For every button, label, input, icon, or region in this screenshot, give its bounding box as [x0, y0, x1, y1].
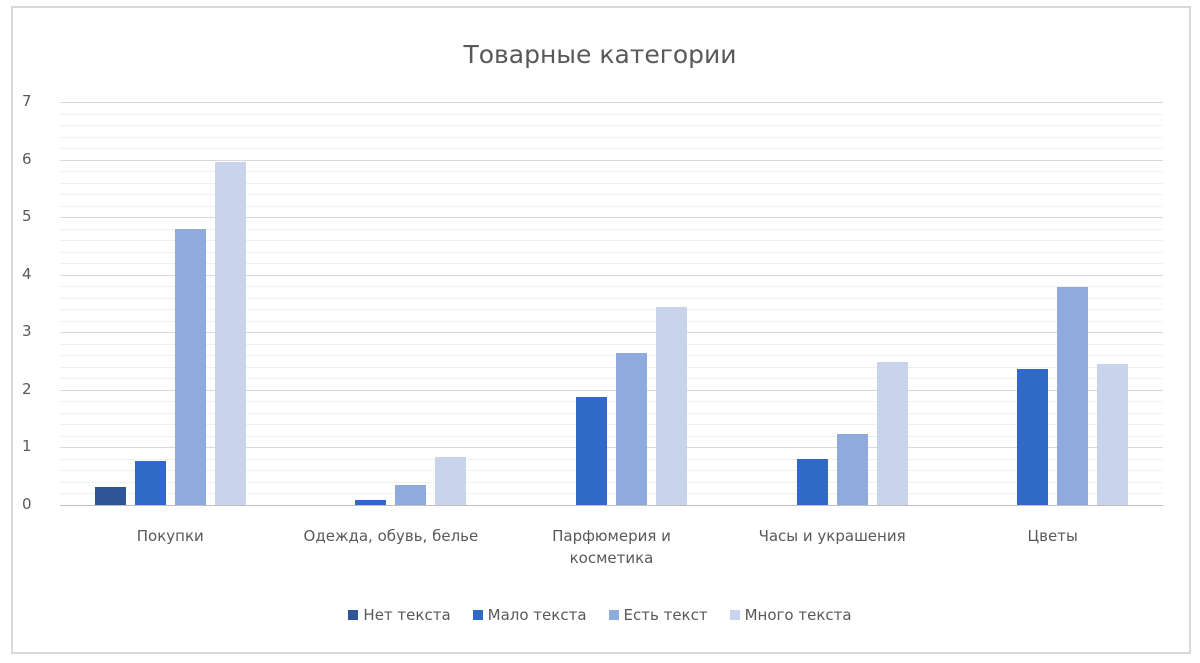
- bar: [174, 229, 206, 505]
- minor-gridline: [60, 148, 1163, 150]
- minor-gridline: [60, 297, 1163, 299]
- legend-item: Есть текст: [608, 606, 708, 624]
- bar: [876, 362, 908, 505]
- minor-gridline: [60, 378, 1163, 380]
- minor-gridline: [60, 401, 1163, 403]
- bar: [395, 484, 427, 505]
- minor-gridline: [60, 251, 1163, 253]
- minor-gridline: [60, 493, 1163, 495]
- minor-gridline: [60, 481, 1163, 483]
- bar: [435, 457, 467, 505]
- major-gridline: [60, 389, 1163, 391]
- bar: [1017, 369, 1049, 505]
- minor-gridline: [60, 263, 1163, 265]
- minor-gridline: [60, 343, 1163, 345]
- legend-swatch-icon: [608, 610, 619, 620]
- major-gridline: [60, 332, 1163, 334]
- bar: [836, 434, 868, 505]
- minor-gridline: [60, 171, 1163, 173]
- bar: [1057, 287, 1089, 505]
- minor-gridline: [60, 125, 1163, 127]
- legend-label: Много текста: [744, 606, 852, 624]
- minor-gridline: [60, 286, 1163, 288]
- bar: [656, 306, 687, 505]
- minor-gridline: [60, 309, 1163, 311]
- legend-item: Мало текста: [472, 606, 587, 624]
- bar: [796, 458, 828, 505]
- x-category-label: Покупки: [136, 527, 204, 545]
- legend-item: Нет текста: [348, 606, 451, 624]
- bar: [355, 500, 387, 505]
- major-gridline: [60, 217, 1163, 219]
- chart-title: Товарные категории: [463, 40, 737, 69]
- y-tick-label: 2: [22, 379, 32, 398]
- legend-label: Нет текста: [363, 606, 451, 624]
- bar: [616, 353, 647, 505]
- major-gridline: [60, 102, 1163, 103]
- minor-gridline: [60, 182, 1163, 184]
- x-category-label: Парфюмерия и косметика: [552, 527, 671, 567]
- legend-swatch-icon: [348, 610, 359, 620]
- legend-swatch-icon: [472, 610, 483, 620]
- minor-gridline: [60, 228, 1163, 230]
- bar: [134, 461, 166, 505]
- minor-gridline: [60, 435, 1163, 437]
- minor-gridline: [60, 240, 1163, 242]
- minor-gridline: [60, 320, 1163, 322]
- minor-gridline: [60, 113, 1163, 115]
- y-tick-label: 5: [22, 207, 32, 226]
- y-tick-label: 3: [22, 322, 32, 341]
- legend: Нет текста Мало текста Есть текст Много тек…: [0, 606, 1200, 624]
- x-category-label: Одежда, обувь, белье: [303, 527, 479, 545]
- legend-item: Много текста: [729, 606, 852, 624]
- minor-gridline: [60, 205, 1163, 207]
- major-gridline: [60, 159, 1163, 161]
- x-category-label: Цветы: [1027, 527, 1078, 545]
- x-category-label: Часы и украшения: [758, 527, 906, 545]
- minor-gridline: [60, 470, 1163, 472]
- y-tick-label: 4: [22, 264, 32, 283]
- y-tick-label: 6: [22, 149, 32, 168]
- minor-gridline: [60, 412, 1163, 414]
- bar: [576, 396, 607, 505]
- minor-gridline: [60, 136, 1163, 138]
- bar: [214, 162, 246, 505]
- minor-gridline: [60, 424, 1163, 426]
- minor-gridline: [60, 366, 1163, 368]
- plot-area: [60, 102, 1163, 506]
- minor-gridline: [60, 458, 1163, 460]
- bar: [94, 487, 126, 505]
- y-tick-label: 1: [22, 437, 32, 456]
- legend-swatch-icon: [729, 610, 740, 620]
- major-gridline: [60, 274, 1163, 276]
- y-tick-label: 0: [22, 495, 32, 513]
- minor-gridline: [60, 194, 1163, 196]
- legend-label: Есть текст: [623, 606, 708, 624]
- minor-gridline: [60, 355, 1163, 357]
- y-tick-label: 7: [22, 92, 32, 110]
- major-gridline: [60, 447, 1163, 449]
- legend-label: Мало текста: [487, 606, 587, 624]
- x-axis-line: [60, 505, 1163, 506]
- bar: [1097, 363, 1129, 505]
